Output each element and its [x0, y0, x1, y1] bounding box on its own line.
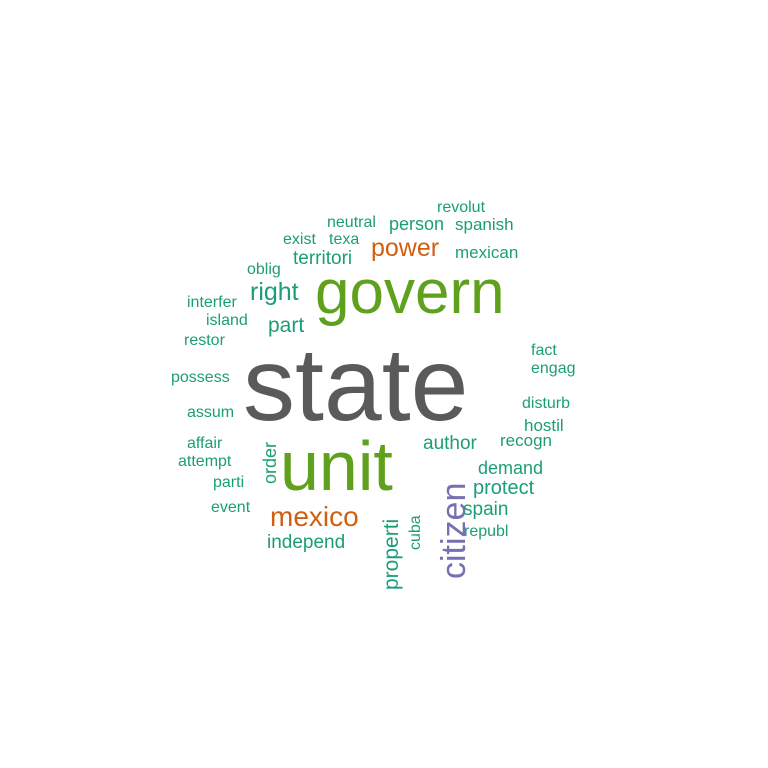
- word-author: author: [423, 433, 478, 454]
- word-state: state: [243, 327, 468, 443]
- word-exist: exist: [283, 231, 316, 248]
- word-neutral: neutral: [327, 214, 376, 231]
- word-fact: fact: [531, 342, 557, 359]
- word-spanish: spanish: [455, 215, 514, 234]
- word-republ: republ: [464, 523, 508, 540]
- word-independ: independ: [267, 532, 345, 553]
- word-cuba: cuba: [407, 515, 424, 550]
- word-territori: territori: [293, 248, 352, 269]
- word-possess: possess: [171, 369, 230, 386]
- word-person: person: [389, 214, 444, 234]
- word-assum: assum: [187, 404, 234, 421]
- word-mexico: mexico: [270, 501, 359, 532]
- word-order: order: [260, 442, 280, 484]
- word-recogn: recogn: [500, 431, 552, 450]
- word-interfer: interfer: [187, 294, 237, 311]
- word-engag: engag: [531, 360, 576, 377]
- word-power: power: [371, 234, 439, 262]
- word-mexican: mexican: [455, 243, 518, 262]
- word-unit: unit: [280, 427, 393, 505]
- word-texa: texa: [329, 231, 359, 248]
- word-part: part: [268, 314, 304, 337]
- word-properti: properti: [380, 519, 403, 590]
- word-citizen: citizen: [435, 483, 473, 579]
- word-island: island: [206, 312, 248, 329]
- word-protect: protect: [473, 477, 535, 499]
- word-right: right: [250, 278, 299, 306]
- word-restor: restor: [184, 332, 226, 349]
- word-hostil: hostil: [524, 416, 564, 435]
- word-attempt: attempt: [178, 453, 232, 470]
- word-revolut: revolut: [437, 199, 486, 216]
- word-demand: demand: [478, 458, 543, 478]
- word-disturb: disturb: [522, 395, 570, 412]
- word-govern: govern: [315, 258, 505, 327]
- word-spain: spain: [463, 499, 508, 520]
- word-oblig: oblig: [247, 261, 281, 278]
- word-event: event: [211, 499, 251, 516]
- word-parti: parti: [213, 474, 244, 491]
- word-affair: affair: [187, 435, 223, 452]
